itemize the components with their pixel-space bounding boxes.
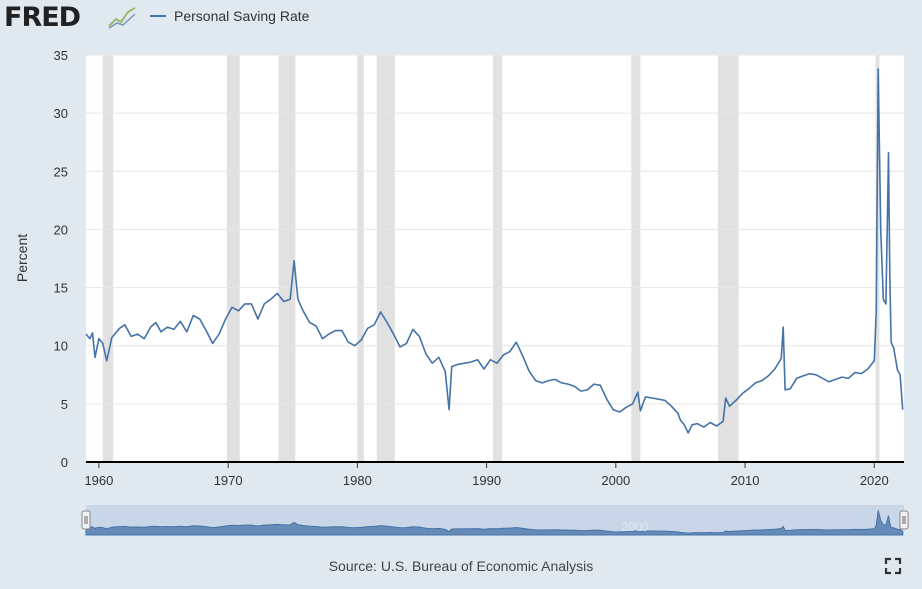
y-tick-label: 25 <box>54 164 68 179</box>
navigator-label: 2000 <box>622 520 649 534</box>
chart-header: FRED Personal Saving Rate <box>0 0 922 36</box>
legend-item-personal-saving-rate[interactable]: Personal Saving Rate <box>150 8 309 24</box>
fred-logo[interactable]: FRED <box>4 2 81 33</box>
x-axis-ticks: 1960 1970 1980 1990 2000 2010 2020 <box>84 462 889 488</box>
y-tick-label: 30 <box>54 106 68 121</box>
x-tick-label: 1970 <box>214 473 243 488</box>
navigator-left-handle[interactable] <box>81 510 91 530</box>
y-tick-label: 10 <box>54 339 68 354</box>
recession-band <box>493 55 503 462</box>
legend-swatch <box>150 15 166 17</box>
y-tick-label: 20 <box>54 222 68 237</box>
y-tick-label: 0 <box>61 455 68 470</box>
x-tick-label: 2000 <box>601 473 630 488</box>
navigator-right-handle[interactable] <box>899 510 909 530</box>
recession-band <box>717 55 739 462</box>
recession-shading <box>102 55 880 462</box>
y-tick-label: 15 <box>54 281 68 296</box>
recession-band <box>278 55 296 462</box>
navigator-series-area <box>85 510 904 536</box>
recession-band <box>226 55 240 462</box>
source-note: Source: U.S. Bureau of Economic Analysis <box>328 558 594 574</box>
recession-band <box>357 55 364 462</box>
y-tick-label: 5 <box>61 397 68 412</box>
legend-label: Personal Saving Rate <box>174 8 310 24</box>
recession-band <box>376 55 395 462</box>
y-axis-ticks: 0 5 10 15 20 25 30 35 <box>54 48 68 470</box>
fullscreen-icon[interactable] <box>884 557 902 575</box>
recession-band <box>875 55 880 462</box>
x-tick-label: 2020 <box>860 473 889 488</box>
x-tick-label: 1980 <box>343 473 372 488</box>
fred-logo-chart-icon <box>107 4 137 30</box>
navigator[interactable]: 2000 <box>81 505 909 536</box>
recession-band <box>102 55 114 462</box>
x-tick-label: 1990 <box>472 473 501 488</box>
y-tick-label: 35 <box>54 48 68 63</box>
y-axis-label: Percent <box>14 234 30 282</box>
x-tick-label: 1960 <box>84 473 113 488</box>
y-gridlines <box>86 54 904 405</box>
recession-band <box>631 55 641 462</box>
x-tick-label: 2010 <box>731 473 760 488</box>
series-line-personal-saving-rate <box>85 68 904 434</box>
